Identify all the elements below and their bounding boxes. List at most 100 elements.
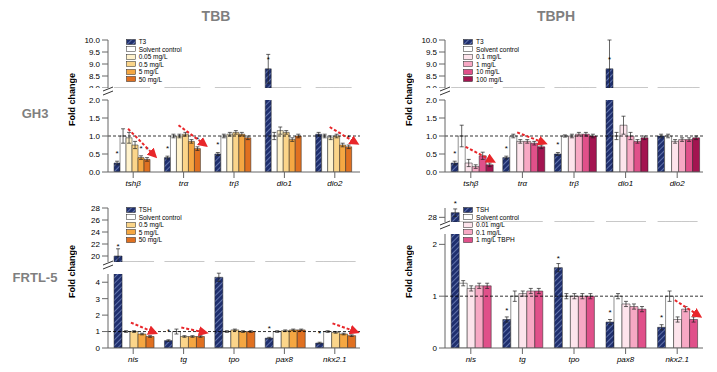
svg-text:8.5: 8.5 <box>89 72 101 81</box>
html-text:0.05 mg/L: 0.05 mg/L <box>138 53 168 60</box>
svg-text:2: 2 <box>96 311 101 320</box>
svg-text:10.0: 10.0 <box>84 36 100 45</box>
svg-text:*: * <box>145 145 148 154</box>
svg-text:1.0: 1.0 <box>426 132 438 141</box>
html-text:T3: T3 <box>138 38 147 45</box>
svg-text:tpo: tpo <box>228 355 240 364</box>
html-text:Solvent control: Solvent control <box>476 45 519 53</box>
svg-text:pax8: pax8 <box>616 355 635 364</box>
svg-text:*: * <box>116 242 119 251</box>
html-text:GH3: GH3 <box>21 106 49 121</box>
svg-text:1.5: 1.5 <box>89 114 101 123</box>
svg-text:*: * <box>166 144 169 153</box>
svg-text:*: * <box>139 144 142 153</box>
svg-text:*: * <box>556 140 559 149</box>
svg-text:22: 22 <box>91 240 100 249</box>
html-text:Fold change: Fold change <box>67 73 77 127</box>
svg-text:1: 1 <box>433 292 438 301</box>
html-text:Fold change: Fold change <box>404 245 414 299</box>
svg-text:0.5: 0.5 <box>426 150 438 159</box>
svg-text:*: * <box>453 149 456 158</box>
svg-text:trβ: trβ <box>229 179 239 188</box>
svg-text:nkx2.1: nkx2.1 <box>665 355 689 364</box>
html-text:1 mg/L: 1 mg/L <box>476 60 496 68</box>
svg-text:*: * <box>196 135 199 144</box>
svg-text:nkx2.1: nkx2.1 <box>323 355 347 364</box>
svg-text:0: 0 <box>96 344 101 353</box>
html-text:100 mg/L: 100 mg/L <box>476 75 504 83</box>
svg-text:9.0: 9.0 <box>89 60 101 69</box>
svg-text:nis: nis <box>128 355 138 364</box>
svg-text:8.5: 8.5 <box>426 72 438 81</box>
svg-text:24: 24 <box>91 228 100 237</box>
svg-text:26: 26 <box>91 216 100 225</box>
svg-text:3: 3 <box>96 295 101 304</box>
svg-text:tpo: tpo <box>568 355 580 364</box>
svg-text:trα: trα <box>179 179 189 188</box>
html-text:5 mg/L: 5 mg/L <box>138 68 159 75</box>
html-text:TBB: TBB <box>201 8 231 24</box>
svg-text:28: 28 <box>91 204 100 213</box>
svg-text:dio2: dio2 <box>670 179 686 188</box>
svg-text:9.0: 9.0 <box>426 60 438 69</box>
svg-text:trα: trα <box>518 179 528 188</box>
html-text:Fold change: Fold change <box>67 245 77 299</box>
svg-text:1: 1 <box>96 327 101 336</box>
svg-text:*: * <box>557 254 560 263</box>
html-text:Solvent control: Solvent control <box>476 213 519 221</box>
svg-text:9.5: 9.5 <box>426 48 438 57</box>
svg-text:*: * <box>505 144 508 153</box>
svg-text:*: * <box>115 149 118 158</box>
html-text:0.5 mg/L: 0.5 mg/L <box>138 60 164 68</box>
svg-text:*: * <box>347 133 350 142</box>
html-text:FRTL-5: FRTL-5 <box>12 270 58 285</box>
svg-text:*: * <box>267 55 270 64</box>
svg-text:nis: nis <box>466 355 476 364</box>
svg-text:2: 2 <box>433 240 438 249</box>
svg-text:20: 20 <box>91 252 100 261</box>
html-text:0.1 mg/L: 0.1 mg/L <box>476 53 502 60</box>
svg-text:*: * <box>167 327 170 336</box>
svg-text:trβ: trβ <box>569 179 579 188</box>
svg-text:tg: tg <box>519 355 526 364</box>
svg-text:tg: tg <box>180 355 187 364</box>
svg-text:2.0: 2.0 <box>89 96 101 105</box>
svg-text:dio1: dio1 <box>277 179 292 188</box>
svg-text:*: * <box>608 308 611 317</box>
svg-text:10.0: 10.0 <box>421 36 437 45</box>
svg-text:9.5: 9.5 <box>89 48 101 57</box>
html-text:T3: T3 <box>476 38 484 45</box>
svg-text:*: * <box>660 313 663 322</box>
svg-text:*: * <box>454 199 457 208</box>
svg-text:0.0: 0.0 <box>89 168 101 177</box>
svg-text:dio2: dio2 <box>327 179 343 188</box>
html-text:10 mg/L: 10 mg/L <box>476 68 500 75</box>
svg-text:8.0: 8.0 <box>89 84 101 88</box>
svg-text:tshβ: tshβ <box>463 179 479 188</box>
svg-text:0.5: 0.5 <box>89 150 101 159</box>
svg-text:pax8: pax8 <box>275 355 294 364</box>
svg-text:8.0: 8.0 <box>426 84 438 88</box>
html-text:Solvent control: Solvent control <box>138 45 182 53</box>
svg-text:4: 4 <box>96 278 101 287</box>
svg-text:28: 28 <box>428 213 437 222</box>
svg-text:tshβ: tshβ <box>126 179 142 188</box>
svg-text:dio1: dio1 <box>618 179 633 188</box>
html-text:5 mg/L: 5 mg/L <box>138 228 159 236</box>
html-text:TBPH: TBPH <box>536 8 576 24</box>
html-text:50 mg/L: 50 mg/L <box>138 75 163 83</box>
svg-text:*: * <box>216 140 219 149</box>
svg-text:*: * <box>505 306 508 315</box>
html-text:Solvent control: Solvent control <box>138 213 182 221</box>
svg-text:0.0: 0.0 <box>426 168 438 177</box>
svg-text:*: * <box>318 329 321 338</box>
svg-text:*: * <box>268 324 271 333</box>
svg-text:*: * <box>608 55 611 64</box>
svg-text:0: 0 <box>433 344 438 353</box>
svg-text:1.0: 1.0 <box>89 132 101 141</box>
html-text:Fold change: Fold change <box>404 73 414 127</box>
html-text:0.1 mg/L: 0.1 mg/L <box>476 228 502 236</box>
svg-text:1.5: 1.5 <box>426 114 438 123</box>
svg-text:2.0: 2.0 <box>426 96 438 105</box>
svg-text:*: * <box>217 268 220 272</box>
